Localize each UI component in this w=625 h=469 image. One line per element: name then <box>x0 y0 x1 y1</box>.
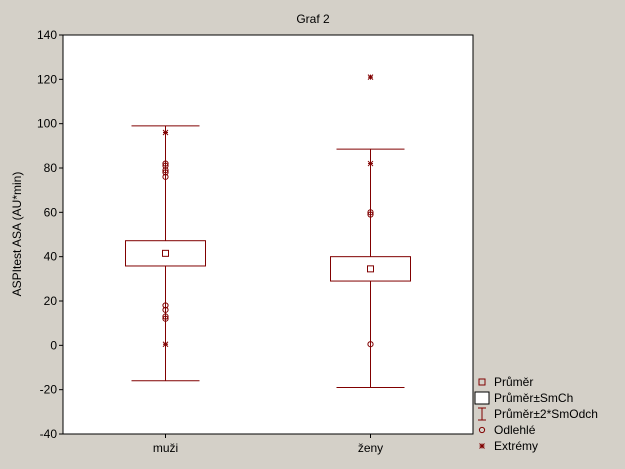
y-tick-label-4: 40 <box>44 250 58 264</box>
mean-marker-0 <box>162 249 169 257</box>
extreme-point-1-0-stroke-3 <box>367 74 374 80</box>
y-axis: -40 -20 0 20 40 60 80 100 120 140 <box>37 28 63 441</box>
mean-marker-1 <box>367 265 374 273</box>
legend-label-extreme: Extrémy <box>494 439 538 453</box>
extreme-point-0-0 <box>162 129 169 136</box>
y-tick-label-0: -40 <box>40 427 58 441</box>
se-box-1 <box>330 256 411 282</box>
y-tick-label-5: 60 <box>44 205 58 219</box>
legend-label-outlier: Odlehlé <box>494 423 536 437</box>
boxes <box>125 74 411 388</box>
y-axis-label: ASPItest ASA (AU*min) <box>10 172 24 297</box>
outlier-point-1-2 <box>367 341 374 348</box>
extreme-point-0-0-stroke-3 <box>162 129 169 136</box>
extreme-point-0-1 <box>162 341 169 348</box>
legend-item-se: Průměr±SmCh <box>474 391 573 405</box>
legend-label-se: Průměr±SmCh <box>494 391 573 405</box>
extreme-point-1-1-stroke-3 <box>367 160 374 167</box>
box-group-ženy <box>330 74 411 388</box>
outlier-point-0-6 <box>162 306 169 313</box>
chart-title: Graf 2 <box>296 12 330 26</box>
outlier-point-0-7 <box>162 313 169 320</box>
extreme-point-1-1 <box>367 160 374 167</box>
legend-symbol-extreme <box>479 443 485 449</box>
x-axis: muži ženy <box>153 434 383 455</box>
legend-symbol-se <box>474 391 490 405</box>
legend-item-extreme: Extrémy <box>479 439 538 453</box>
legend-label-sd2: Průměr±2*SmOdch <box>494 407 598 421</box>
y-tick-label-1: -20 <box>40 383 58 397</box>
legend-symbol-extreme-stroke-3 <box>479 443 485 449</box>
extreme-point-0-1-stroke-3 <box>162 341 169 348</box>
legend: Průměr Průměr±SmCh Průměr±2*SmOdch Odlehlé E… <box>474 375 598 453</box>
y-tick-label-6: 80 <box>44 161 58 175</box>
x-tick-label-0: muži <box>153 441 178 455</box>
outlier-point-0-0 <box>162 160 169 167</box>
extreme-point-1-0 <box>367 74 374 80</box>
y-tick-label-9: 140 <box>37 28 57 42</box>
legend-item-mean: Průměr <box>478 375 533 389</box>
y-tick-label-7: 100 <box>37 117 57 131</box>
outlier-point-0-2 <box>162 167 169 174</box>
outlier-point-0-1 <box>162 162 169 169</box>
y-tick-label-8: 120 <box>37 72 57 86</box>
outlier-point-1-0 <box>367 209 374 216</box>
y-tick-label-2: 0 <box>50 338 57 352</box>
legend-symbol-outlier <box>478 426 486 434</box>
legend-label-mean: Průměr <box>494 375 533 389</box>
legend-item-sd2: Průměr±2*SmOdch <box>478 407 598 421</box>
outlier-point-0-8 <box>162 315 169 322</box>
outlier-point-0-4 <box>162 173 169 180</box>
outlier-point-0-5 <box>162 302 169 309</box>
legend-item-outlier: Odlehlé <box>478 423 536 437</box>
y-tick-label-3: 20 <box>44 294 58 308</box>
outlier-point-0-3 <box>162 169 169 176</box>
plot-area <box>62 34 474 435</box>
x-tick-label-1: ženy <box>358 441 383 455</box>
se-box-0 <box>125 240 206 267</box>
legend-symbol-mean <box>478 378 486 386</box>
box-group-muži <box>125 125 206 382</box>
outlier-point-1-1 <box>367 211 374 218</box>
